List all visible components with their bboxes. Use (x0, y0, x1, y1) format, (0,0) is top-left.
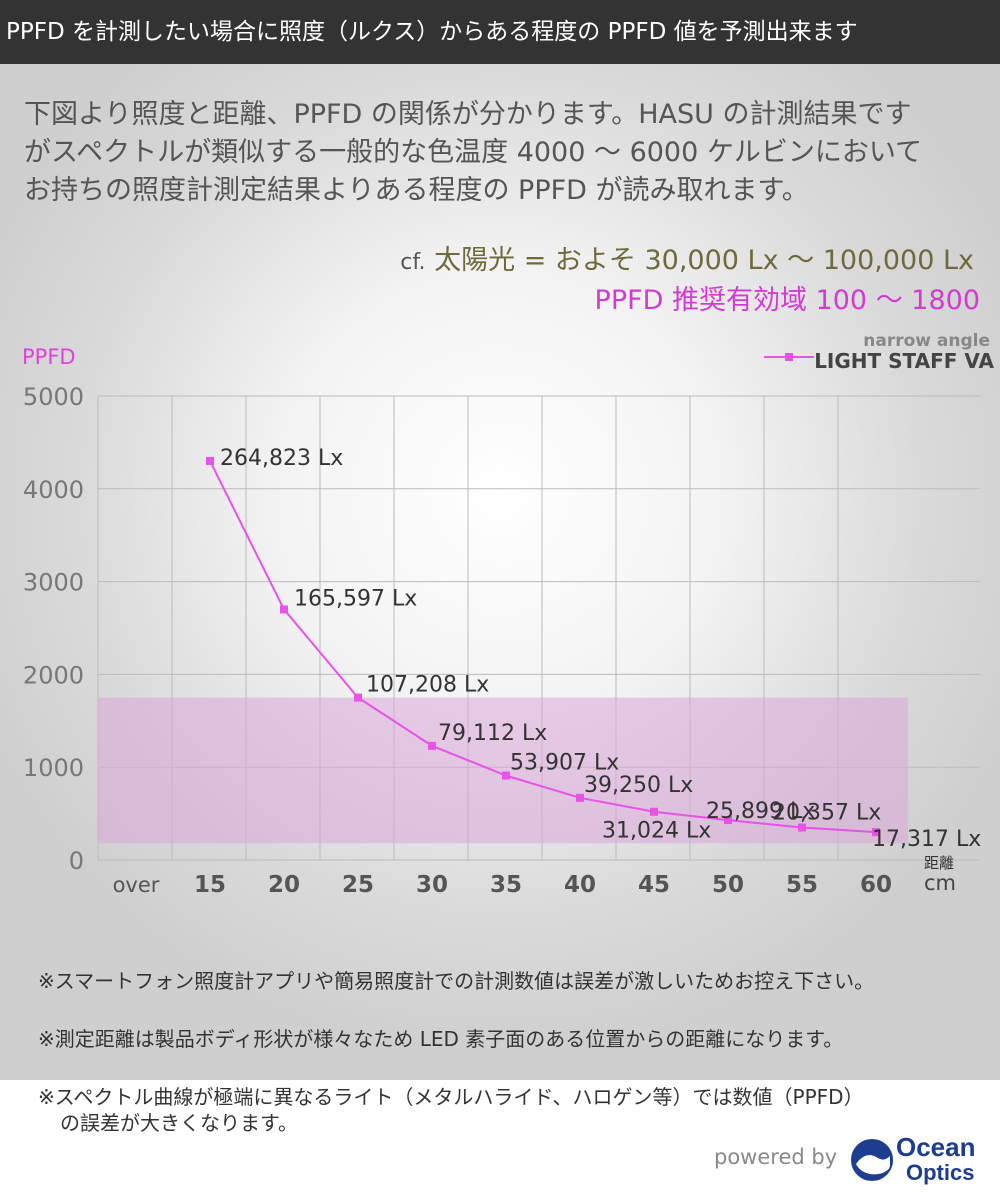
logo-wave-crest-icon (856, 1155, 890, 1175)
note-1: ※スマートフォン照度計アプリや簡易照度計での計測数値は誤差が激しいためお控え下さ… (38, 969, 875, 993)
series-line-light-staff-va (209, 460, 877, 834)
data-point-15 (206, 456, 214, 465)
powered-by-text: powered by (714, 1145, 838, 1169)
data-label-15: 264,823 Lx (220, 446, 343, 471)
note-3-line-2: の誤差が大きくなります。 (60, 1111, 298, 1135)
ocean-optics-logo: Ocean Optics (851, 1132, 976, 1185)
intro-line-3: お持ちの照度計測定結果よりある程度の PPFD が読み取れます。 (24, 175, 809, 206)
data-labels: 264,823 Lx 165,597 Lx 107,208 Lx 79,112 Lx 5… (220, 446, 981, 852)
data-point-25 (354, 693, 362, 702)
note-3-line-1: ※スペクトル曲線が極端に異なるライト（メタルハライド、ハロゲン等）では数値（PP… (38, 1085, 864, 1109)
data-point-30 (428, 741, 436, 750)
x-axis-label: 距離 (924, 854, 954, 872)
data-point-20 (280, 605, 288, 614)
data-label-30: 79,112 Lx (438, 721, 547, 746)
sunlight-text: 太陽光 = およそ 30,000 Lx ～ 100,000 Lx (434, 245, 974, 276)
legend-caption: narrow angle (863, 331, 990, 351)
sunlight-reference: cf. 太陽光 = およそ 30,000 Lx ～ 100,000 Lx (400, 238, 974, 277)
data-point-50 (724, 816, 732, 825)
ppfd-range-reference: PPFD 推奨有効域 100 ～ 1800 (595, 278, 980, 317)
ppfd-range-text: PPFD 推奨有効域 100 ～ 1800 (594, 285, 980, 316)
intro-line-2: がスペクトルが類似する一般的な色温度 4000 ～ 6000 ケルビンにおいて (24, 137, 923, 168)
x-tick-45: 45 (638, 872, 670, 898)
x-tick-25: 25 (342, 872, 374, 898)
data-label-35: 53,907 Lx (510, 751, 619, 776)
data-label-45: 31,024 Lx (602, 819, 711, 844)
y-tick-5000: 5000 (23, 383, 84, 411)
data-point-55 (798, 823, 806, 832)
x-tick-20: 20 (268, 872, 300, 898)
ppfd-line-chart: 0 1000 2000 3000 4000 5000 over 15 20 25 30 35 40 45… (22, 331, 995, 898)
x-tick-15: 15 (194, 872, 226, 898)
y-tick-1000: 1000 (23, 754, 84, 782)
y-tick-0: 0 (69, 847, 84, 875)
data-label-25: 107,208 Lx (366, 673, 489, 698)
data-label-50: 25,899 Lx (706, 799, 815, 824)
chart-panel (0, 64, 1000, 1080)
y-axis-label: PPFD (22, 345, 76, 369)
y-tick-4000: 4000 (23, 476, 84, 504)
sunlight-prefix: cf. (400, 250, 426, 275)
x-tick-30: 30 (416, 872, 448, 898)
y-tick-labels: 0 1000 2000 3000 4000 5000 (23, 383, 84, 875)
data-point-60 (872, 828, 880, 837)
y-tick-3000: 3000 (23, 569, 84, 597)
logo-text-ocean: Ocean (896, 1132, 976, 1162)
x-tick-60: 60 (860, 872, 892, 898)
data-label-20: 165,597 Lx (294, 586, 417, 611)
x-tick-55: 55 (786, 872, 818, 898)
y-tick-2000: 2000 (23, 661, 84, 689)
data-label-60: 17,317 Lx (872, 827, 981, 852)
recommended-band (98, 697, 908, 844)
x-axis-unit: cm (924, 871, 956, 895)
data-points (206, 456, 880, 837)
data-label-40: 39,250 Lx (584, 773, 693, 798)
x-tick-35: 35 (490, 872, 522, 898)
logo-text-optics: Optics (906, 1160, 974, 1185)
intro-line-1: 下図より照度と距離、PPFD の関係が分かります。HASU の計測結果です (24, 99, 912, 130)
page-header: PPFD を計測したい場合に照度（ルクス）からある程度の PPFD 値を予測出来… (0, 0, 1000, 64)
header-title: PPFD を計測したい場合に照度（ルクス）からある程度の PPFD 値を予測出来… (6, 19, 858, 45)
x-tick-labels: over 15 20 25 30 35 40 45 50 55 60 (113, 872, 892, 898)
x-tick-40: 40 (564, 872, 596, 898)
legend-marker-swatch (785, 353, 793, 361)
data-label-55: 20,357 Lx (772, 801, 881, 826)
legend-entry-light-staff-va: LIGHT STAFF VA (814, 349, 994, 373)
note-2: ※測定距離は製品ボディ形状が様々なため LED 素子面のある位置からの距離になり… (38, 1027, 844, 1051)
data-point-40 (576, 793, 584, 802)
intro-text: 下図より照度と距離、PPFD の関係が分かります。HASU の計測結果です がス… (24, 96, 984, 210)
note-3: ※スペクトル曲線が極端に異なるライト（メタルハライド、ハロゲン等）では数値（PP… (38, 1084, 988, 1136)
x-tick-over: over (113, 873, 160, 897)
x-tick-50: 50 (712, 872, 744, 898)
data-point-45 (650, 807, 658, 816)
data-point-35 (502, 771, 510, 780)
